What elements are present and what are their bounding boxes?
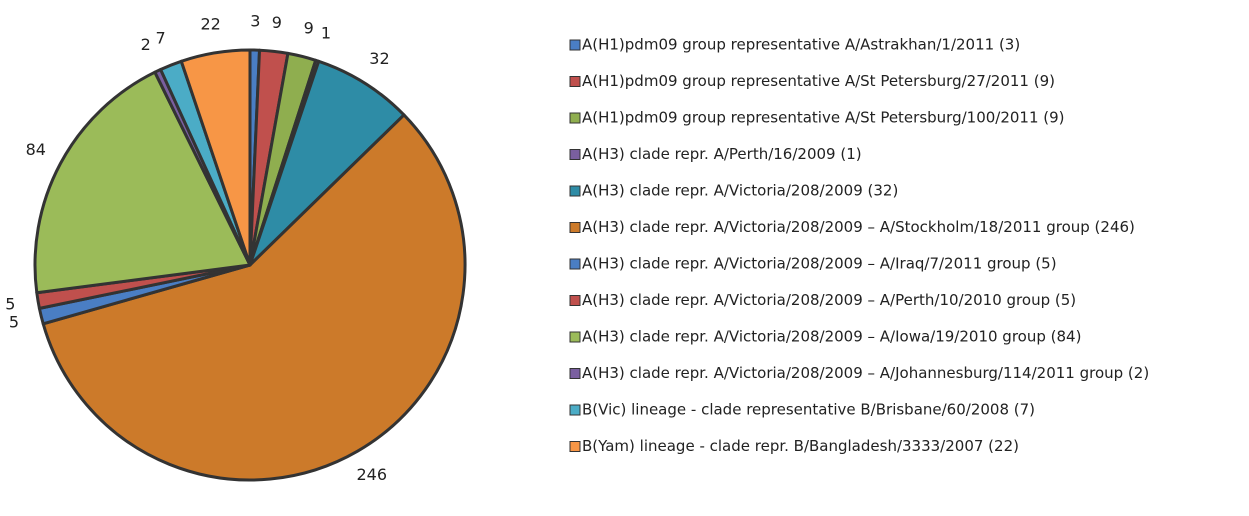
data-label: 9 — [272, 13, 282, 32]
legend-label: A(H1)pdm09 group representative A/St Pet… — [582, 109, 1065, 127]
legend-swatch — [569, 149, 581, 160]
data-label: 246 — [356, 465, 387, 484]
data-label: 5 — [5, 295, 15, 314]
legend-swatch — [569, 112, 581, 124]
data-label: 9 — [304, 19, 314, 38]
legend-swatch — [569, 295, 581, 306]
pie-slice — [33, 70, 252, 295]
legend-label: A(H3) clade repr. A/Victoria/208/2009 – … — [582, 291, 1076, 309]
legend-swatch — [569, 39, 581, 51]
legend-swatch — [569, 222, 581, 233]
legend-swatch — [569, 331, 581, 343]
data-label: 3 — [250, 12, 260, 31]
legend-swatch — [569, 368, 581, 379]
legend-swatch — [569, 258, 581, 270]
data-label: 22 — [200, 15, 220, 34]
legend-swatch — [569, 76, 581, 87]
data-label: 84 — [26, 140, 46, 159]
legend-swatch — [569, 185, 581, 197]
legend-swatch — [569, 404, 581, 416]
data-label: 7 — [155, 29, 165, 48]
legend-swatch — [569, 441, 581, 452]
pie-slice — [179, 48, 252, 267]
data-label: 5 — [9, 312, 19, 331]
data-label: 1 — [321, 24, 331, 43]
legend-label: A(H1)pdm09 group representative A/Astrak… — [582, 36, 1020, 54]
legend-label: A(H3) clade repr. A/Victoria/208/2009 – … — [582, 218, 1135, 236]
pie-slice — [248, 59, 406, 267]
data-label: 2 — [141, 35, 151, 54]
legend-label: A(H3) clade repr. A/Victoria/208/2009 (3… — [582, 182, 898, 200]
legend-label: A(H3) clade repr. A/Victoria/208/2009 – … — [582, 255, 1057, 273]
legend-label: A(H3) clade repr. A/Victoria/208/2009 – … — [582, 328, 1081, 346]
legend-label: B(Yam) lineage - clade repr. B/Banglades… — [582, 437, 1019, 455]
data-label: 32 — [369, 49, 389, 68]
legend-label: A(H3) clade repr. A/Victoria/208/2009 – … — [582, 364, 1149, 382]
legend-label: A(H3) clade repr. A/Perth/16/2009 (1) — [582, 145, 862, 163]
legend-label: B(Vic) lineage - clade representative B/… — [582, 401, 1035, 419]
pie-slice — [41, 113, 467, 482]
legend-label: A(H1)pdm09 group representative A/St Pet… — [582, 72, 1055, 90]
